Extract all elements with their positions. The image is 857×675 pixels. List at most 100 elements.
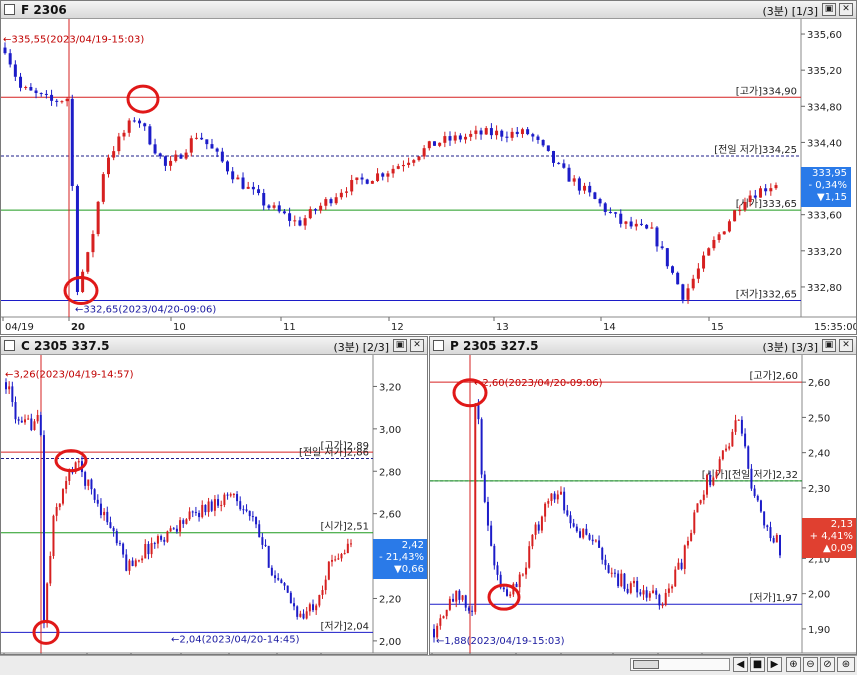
- candle-body: [340, 553, 343, 559]
- candle-body: [355, 177, 359, 181]
- candle-body: [334, 559, 337, 561]
- candle-body: [623, 573, 626, 589]
- zoom-reset-icon[interactable]: ⊘: [820, 657, 835, 672]
- candle-body: [690, 533, 693, 541]
- scroll-right-icon[interactable]: ▶: [767, 657, 782, 672]
- candle-body: [769, 188, 773, 192]
- candle-body: [645, 590, 648, 598]
- candle-body: [433, 628, 435, 638]
- candle-body: [458, 590, 461, 600]
- candle-body: [65, 98, 69, 102]
- price-badge: 2,13 + 4,41% ▲0,09: [802, 518, 856, 558]
- candle-body: [112, 151, 116, 158]
- candle-body: [101, 174, 105, 202]
- candle-body: [189, 138, 193, 153]
- candle-body: [632, 580, 635, 584]
- candle-body: [172, 528, 175, 530]
- panel-select-checkbox[interactable]: [4, 4, 15, 15]
- candle-body: [343, 553, 346, 555]
- stop-icon[interactable]: ■: [750, 657, 765, 672]
- candle-body: [226, 494, 229, 496]
- candle-body: [772, 538, 775, 543]
- close-icon[interactable]: ✕: [839, 339, 853, 352]
- candle-body: [184, 152, 188, 159]
- candle-body: [305, 611, 308, 619]
- candle-body: [681, 284, 685, 300]
- y-tick-label: 2,50: [808, 413, 830, 424]
- candle-body: [753, 488, 756, 496]
- candle-body: [733, 210, 737, 222]
- maximize-icon[interactable]: ▣: [822, 339, 836, 352]
- zoom-out-icon[interactable]: ⊖: [803, 657, 818, 672]
- candle-body: [509, 594, 512, 596]
- zoom-fit-icon[interactable]: ⊛: [837, 657, 855, 672]
- y-tick-label: 334,40: [807, 138, 842, 149]
- candle-body: [477, 403, 480, 420]
- panel-select-checkbox[interactable]: [433, 340, 444, 351]
- candle-body: [74, 462, 77, 473]
- candle-body: [461, 595, 464, 600]
- panel-select-checkbox[interactable]: [4, 340, 15, 351]
- y-tick-label: 2,30: [808, 484, 830, 495]
- candle-body: [715, 471, 718, 478]
- candle-body: [744, 433, 747, 447]
- maximize-icon[interactable]: ▣: [822, 3, 836, 16]
- candle-body: [557, 162, 561, 164]
- candle-body: [262, 193, 266, 206]
- candle-body: [556, 494, 559, 500]
- candle-body: [551, 150, 555, 163]
- candle-body: [505, 136, 509, 138]
- candle-body: [474, 403, 477, 612]
- y-tick-label: 333,20: [807, 247, 842, 258]
- panel-interval-page: (3분) [2/3]: [334, 339, 390, 355]
- close-icon[interactable]: ✕: [410, 339, 424, 352]
- panel-titlebar: F 2306 (3분) [1/3] ▣ ✕: [1, 1, 856, 19]
- candle-body: [660, 246, 664, 249]
- badge-change: ▼1,15: [817, 192, 847, 203]
- candle-body: [24, 86, 28, 88]
- chart-canvas-f[interactable]: 335,60335,20334,80334,40334,00333,60333,…: [1, 19, 857, 335]
- candle-body: [70, 98, 74, 186]
- candle-body: [272, 205, 276, 208]
- candle-body: [738, 210, 742, 212]
- candle-body: [185, 519, 188, 524]
- y-tick-label: 3,20: [379, 382, 401, 393]
- price-badge: 333,95 - 0,34% ▼1,15: [801, 167, 851, 207]
- candle-body: [174, 154, 178, 161]
- candle-body: [360, 177, 364, 180]
- candle-body: [619, 213, 623, 224]
- zoom-in-icon[interactable]: ⊕: [786, 657, 801, 672]
- candle-body: [150, 543, 153, 555]
- y-tick-label: 2,00: [379, 637, 401, 648]
- candle-body: [453, 135, 457, 141]
- candle-body: [722, 231, 726, 235]
- chart-panel-f: F 2306 (3분) [1/3] ▣ ✕ 335,60 335,20 334,80…: [0, 0, 857, 335]
- candle-body: [728, 446, 731, 449]
- chart-canvas-p[interactable]: 2,602,502,402,302,202,102,001,9004/1904/…: [430, 355, 857, 655]
- candle-body: [8, 386, 11, 390]
- chart-canvas-c[interactable]: 3,203,002,802,602,402,202,0004/1904/2010…: [1, 355, 428, 655]
- candle-body: [117, 136, 121, 152]
- candle-body: [52, 515, 55, 556]
- close-icon[interactable]: ✕: [839, 3, 853, 16]
- candle-body: [671, 266, 675, 273]
- candle-body: [125, 554, 128, 571]
- scroll-slider-thumb[interactable]: [633, 660, 659, 669]
- candle-body: [747, 446, 750, 469]
- scroll-left-icon[interactable]: ◀: [733, 657, 748, 672]
- candle-body: [658, 594, 661, 606]
- candle-body: [614, 212, 618, 214]
- candle-body: [331, 559, 334, 562]
- candle-body: [23, 419, 26, 423]
- y-tick-label: 2,80: [379, 467, 401, 478]
- badge-change: ▲0,09: [823, 543, 853, 554]
- candle-body: [112, 528, 115, 532]
- badge-change: ▼0,66: [394, 564, 424, 575]
- candle-body: [289, 592, 292, 604]
- candle-body: [452, 598, 455, 602]
- prev-low-line-label: [전일 저가]334,25: [714, 144, 797, 156]
- maximize-icon[interactable]: ▣: [393, 339, 407, 352]
- y-tick-label: 333,60: [807, 211, 842, 222]
- candle-body: [674, 569, 677, 587]
- candle-body: [759, 500, 762, 512]
